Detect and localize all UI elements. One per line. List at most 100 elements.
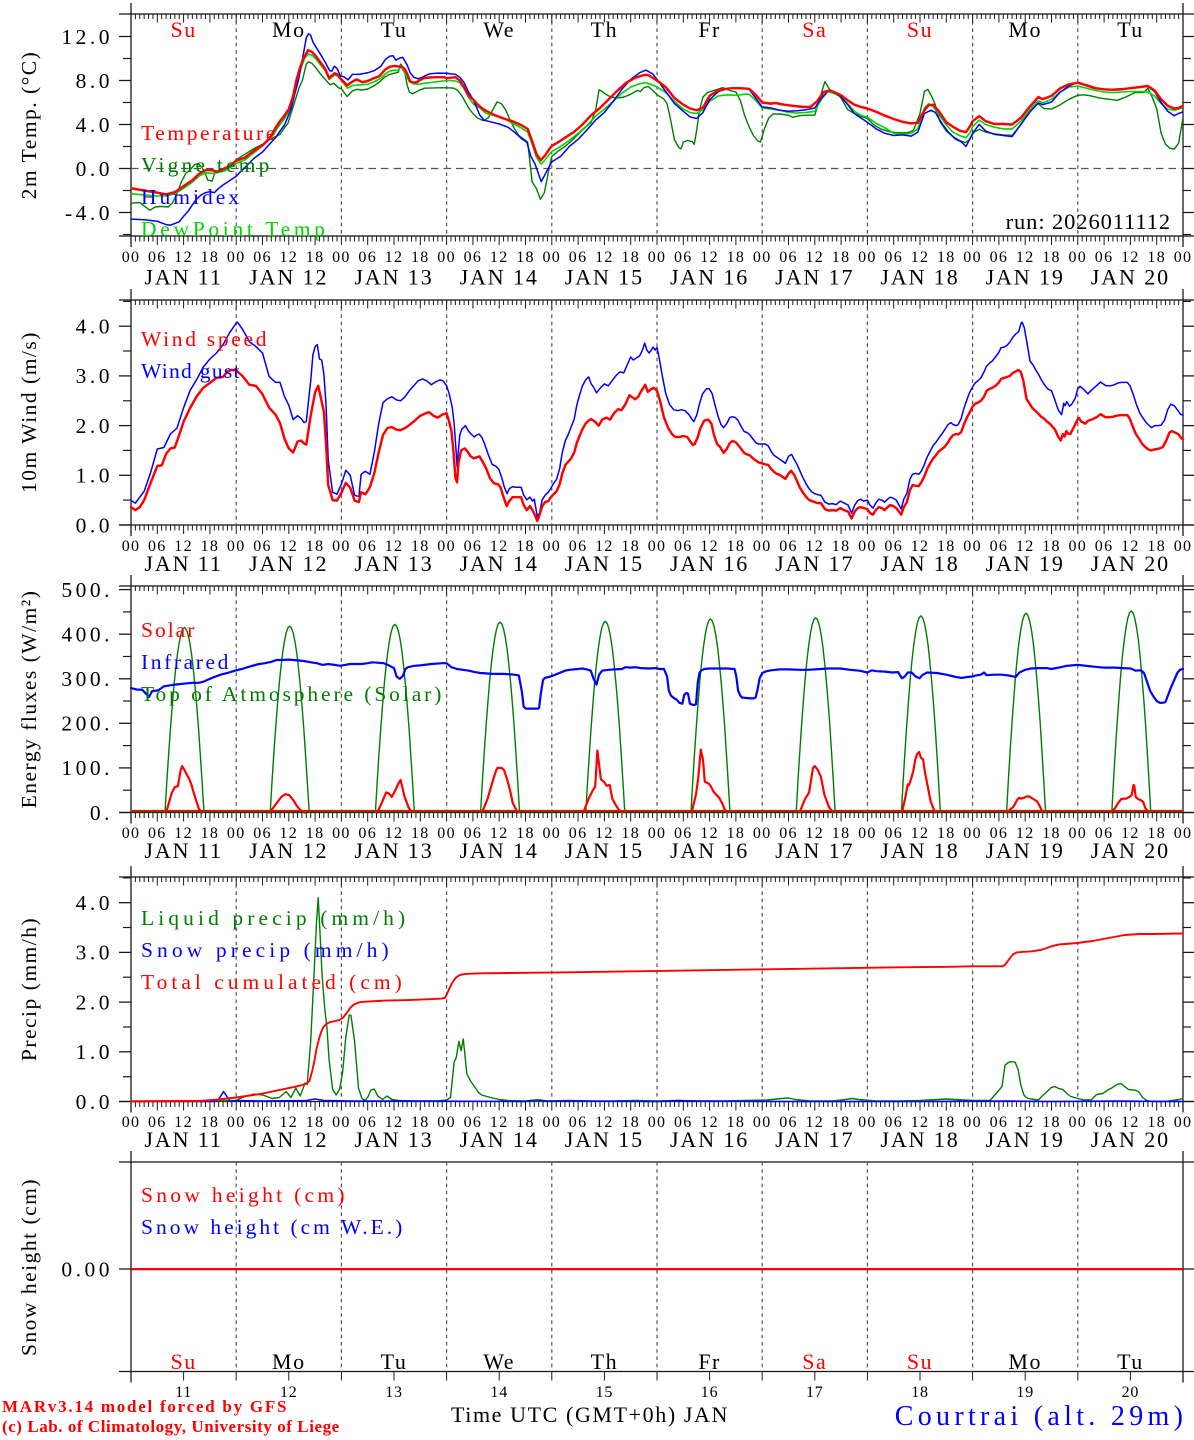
svg-text:JAN 13: JAN 13 — [354, 1127, 433, 1152]
svg-text:Mo: Mo — [272, 1349, 306, 1374]
svg-text:Solar: Solar — [141, 618, 196, 642]
svg-text:JAN 18: JAN 18 — [880, 551, 959, 576]
svg-text:JAN 17: JAN 17 — [775, 551, 854, 576]
svg-text:12: 12 — [174, 825, 193, 842]
svg-text:00: 00 — [1174, 825, 1193, 842]
svg-text:06: 06 — [884, 538, 903, 555]
svg-text:JAN 20: JAN 20 — [1091, 1127, 1170, 1152]
svg-text:JAN 11: JAN 11 — [144, 1127, 222, 1152]
svg-text:00: 00 — [122, 825, 141, 842]
svg-text:00: 00 — [1174, 1114, 1193, 1131]
svg-text:12: 12 — [911, 538, 930, 555]
svg-text:00: 00 — [542, 538, 561, 555]
svg-text:00: 00 — [122, 1114, 141, 1131]
svg-text:18: 18 — [516, 825, 535, 842]
svg-text:JAN 12: JAN 12 — [249, 551, 328, 576]
svg-text:Mo: Mo — [272, 17, 306, 42]
svg-text:00: 00 — [753, 1114, 772, 1131]
svg-text:0.: 0. — [90, 801, 113, 825]
svg-text:JAN 12: JAN 12 — [249, 1127, 328, 1152]
svg-text:18: 18 — [1147, 825, 1166, 842]
svg-text:00: 00 — [1068, 1114, 1087, 1131]
svg-text:00: 00 — [858, 825, 877, 842]
svg-text:Tu: Tu — [381, 1349, 408, 1374]
svg-text:JAN 16: JAN 16 — [670, 1127, 749, 1152]
svg-text:12: 12 — [1121, 825, 1140, 842]
svg-text:06: 06 — [779, 249, 798, 266]
svg-text:3.0: 3.0 — [76, 941, 113, 965]
svg-text:JAN 20: JAN 20 — [1091, 265, 1170, 290]
svg-text:JAN 15: JAN 15 — [565, 551, 644, 576]
svg-text:17: 17 — [806, 1384, 824, 1401]
svg-text:00: 00 — [858, 538, 877, 555]
svg-text:JAN 13: JAN 13 — [354, 838, 433, 863]
svg-text:18: 18 — [1042, 249, 1061, 266]
svg-text:06: 06 — [1095, 249, 1114, 266]
svg-text:12: 12 — [490, 249, 509, 266]
svg-text:JAN 19: JAN 19 — [986, 838, 1065, 863]
svg-text:4.0: 4.0 — [76, 113, 113, 137]
svg-text:Energy fluxes (W/m²): Energy fluxes (W/m²) — [17, 590, 41, 809]
svg-text:18: 18 — [727, 825, 746, 842]
svg-text:06: 06 — [569, 1114, 588, 1131]
svg-text:00: 00 — [753, 538, 772, 555]
svg-text:00: 00 — [648, 1114, 667, 1131]
svg-text:00: 00 — [1068, 249, 1087, 266]
svg-text:00: 00 — [1174, 249, 1193, 266]
svg-text:(c) Lab. of Climatology, Unive: (c) Lab. of Climatology, University of L… — [2, 1417, 340, 1436]
svg-text:300.: 300. — [61, 667, 113, 691]
svg-text:100.: 100. — [61, 756, 113, 780]
svg-text:12: 12 — [805, 249, 824, 266]
svg-text:12: 12 — [911, 249, 930, 266]
svg-text:12: 12 — [595, 538, 614, 555]
svg-text:0.0: 0.0 — [76, 1090, 113, 1114]
svg-text:12: 12 — [174, 249, 193, 266]
svg-text:06: 06 — [148, 825, 167, 842]
svg-text:Mo: Mo — [1008, 17, 1042, 42]
svg-text:12: 12 — [1016, 249, 1035, 266]
svg-text:06: 06 — [990, 538, 1009, 555]
svg-text:18: 18 — [201, 1114, 220, 1131]
svg-text:06: 06 — [779, 825, 798, 842]
svg-text:18: 18 — [411, 825, 430, 842]
svg-text:18: 18 — [516, 1114, 535, 1131]
svg-text:18: 18 — [832, 249, 851, 266]
svg-text:4.0: 4.0 — [76, 891, 113, 915]
svg-text:3.0: 3.0 — [76, 364, 113, 388]
svg-text:00: 00 — [1068, 825, 1087, 842]
svg-text:JAN 15: JAN 15 — [565, 838, 644, 863]
svg-text:12: 12 — [595, 825, 614, 842]
svg-text:run: 2026011112: run: 2026011112 — [1006, 209, 1171, 234]
svg-text:18: 18 — [306, 825, 325, 842]
svg-text:06: 06 — [1095, 538, 1114, 555]
svg-text:20: 20 — [1122, 1384, 1140, 1401]
svg-text:12: 12 — [174, 538, 193, 555]
svg-text:12: 12 — [280, 1384, 298, 1401]
svg-text:-4.0: -4.0 — [65, 201, 113, 225]
svg-text:200.: 200. — [61, 712, 113, 736]
svg-text:12: 12 — [700, 825, 719, 842]
svg-text:12: 12 — [1016, 825, 1035, 842]
svg-text:06: 06 — [1095, 1114, 1114, 1131]
svg-text:12: 12 — [595, 249, 614, 266]
svg-text:06: 06 — [253, 538, 272, 555]
svg-text:Fr: Fr — [698, 17, 721, 42]
svg-text:Sa: Sa — [802, 1349, 827, 1374]
svg-text:00: 00 — [542, 1114, 561, 1131]
svg-text:Th: Th — [591, 1349, 618, 1374]
svg-text:12: 12 — [174, 1114, 193, 1131]
svg-text:06: 06 — [674, 249, 693, 266]
svg-text:JAN 20: JAN 20 — [1091, 838, 1170, 863]
svg-text:Wind gust: Wind gust — [141, 359, 241, 383]
svg-text:12: 12 — [805, 1114, 824, 1131]
svg-text:12: 12 — [1121, 538, 1140, 555]
svg-text:12: 12 — [385, 538, 404, 555]
svg-text:2m Temp. (°C): 2m Temp. (°C) — [17, 51, 41, 200]
svg-text:JAN 18: JAN 18 — [880, 265, 959, 290]
svg-text:JAN 15: JAN 15 — [565, 1127, 644, 1152]
svg-text:06: 06 — [990, 1114, 1009, 1131]
svg-text:12: 12 — [385, 825, 404, 842]
svg-text:JAN 14: JAN 14 — [460, 838, 539, 863]
svg-text:06: 06 — [464, 1114, 483, 1131]
svg-text:00: 00 — [858, 249, 877, 266]
